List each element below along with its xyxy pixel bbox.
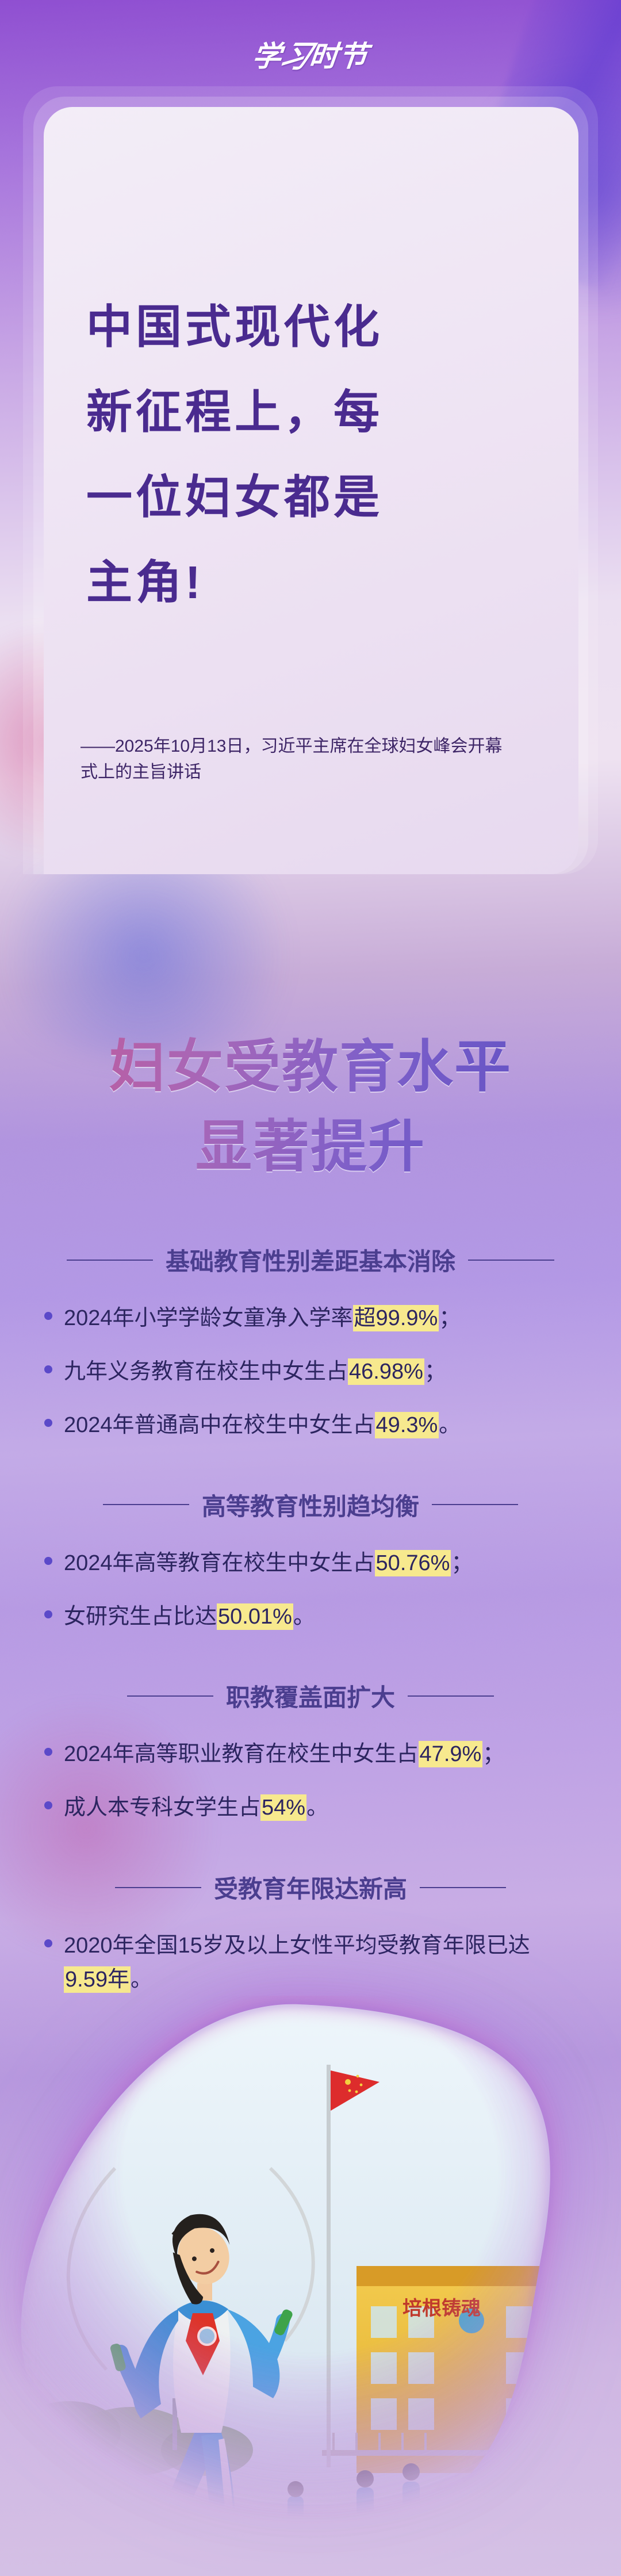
svg-text:培根铸魂: 培根铸魂 <box>402 2298 481 2319</box>
svg-text:启智: 启智 <box>540 2280 575 2299</box>
svg-text:明: 明 <box>540 2326 558 2345</box>
svg-text:向: 向 <box>540 2355 558 2374</box>
